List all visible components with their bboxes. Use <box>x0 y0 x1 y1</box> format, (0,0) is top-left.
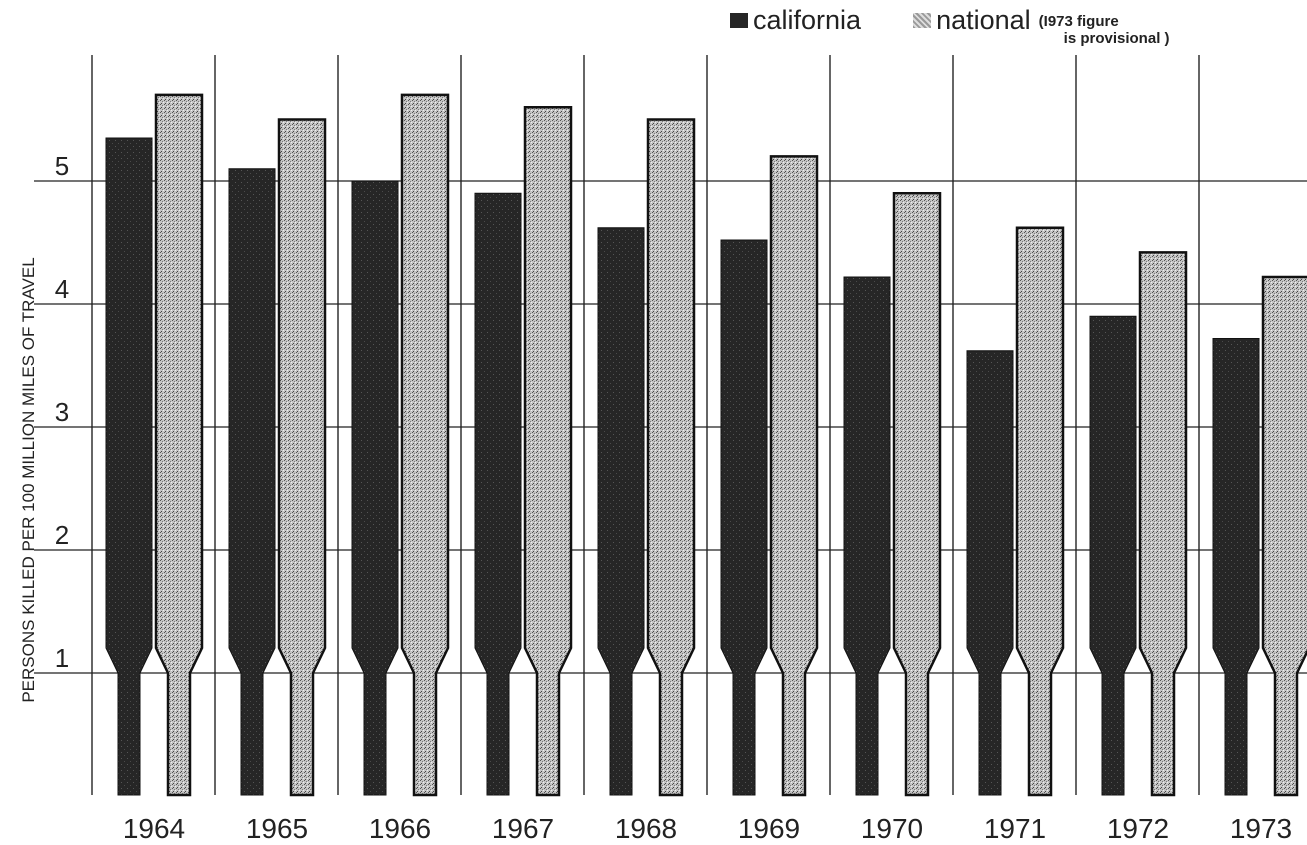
bar-california-1964 <box>105 137 153 796</box>
x-tick-label-1973: 1973 <box>1230 813 1292 844</box>
legend-note: (I973 figure is provisional ) <box>1038 13 1170 47</box>
bars <box>105 93 1307 797</box>
x-tick-label-1969: 1969 <box>738 813 800 844</box>
y-axis-label: PERSONS KILLED PER 100 MILLION MILES OF … <box>19 257 38 702</box>
legend-label-national: national <box>936 5 1031 35</box>
x-tick-label-1972: 1972 <box>1107 813 1169 844</box>
y-tick-label-1: 1 <box>55 643 69 673</box>
bar-national-1965 <box>277 118 327 797</box>
y-tick-label-2: 2 <box>55 520 69 550</box>
x-tick-label-1971: 1971 <box>984 813 1046 844</box>
bar-california-1971 <box>966 350 1014 796</box>
x-tick-label-1965: 1965 <box>246 813 308 844</box>
legend-item-california: california <box>730 4 861 36</box>
x-tick-labels: 1964 1965 1966 1967 1968 1969 1970 1971 1972 1973 <box>123 813 1292 844</box>
bar-california-1969 <box>720 239 768 796</box>
legend-item-national: national <box>913 4 1031 36</box>
legend-swatch-california <box>730 12 748 28</box>
x-tick-label-1964: 1964 <box>123 813 185 844</box>
bar-california-1972 <box>1089 315 1137 796</box>
x-tick-label-1966: 1966 <box>369 813 431 844</box>
bar-national-1966 <box>400 93 450 797</box>
y-tick-label-4: 4 <box>55 274 69 304</box>
x-tick-label-1970: 1970 <box>861 813 923 844</box>
x-tick-label-1968: 1968 <box>615 813 677 844</box>
legend-label-california: california <box>753 5 862 35</box>
bar-california-1965 <box>228 168 276 796</box>
bar-national-1973 <box>1261 275 1307 797</box>
bar-national-1971 <box>1015 226 1065 797</box>
bar-national-1972 <box>1138 251 1188 797</box>
bar-national-1969 <box>769 155 819 797</box>
y-tick-label-3: 3 <box>55 397 69 427</box>
bar-california-1973 <box>1212 337 1260 796</box>
legend: california national (I973 figure is prov… <box>730 4 1170 47</box>
bar-california-1966 <box>351 180 399 796</box>
y-tick-label-5: 5 <box>55 151 69 181</box>
bar-california-1968 <box>597 227 645 796</box>
bar-national-1964 <box>154 93 204 797</box>
legend-swatch-national <box>913 12 932 28</box>
y-tick-labels: 1 2 3 4 5 <box>55 151 69 673</box>
bar-national-1968 <box>646 118 696 797</box>
bar-national-1970 <box>892 192 942 797</box>
bar-california-1970 <box>843 276 891 796</box>
x-tick-label-1967: 1967 <box>492 813 554 844</box>
bar-national-1967 <box>523 105 573 797</box>
bar-california-1967 <box>474 192 522 796</box>
